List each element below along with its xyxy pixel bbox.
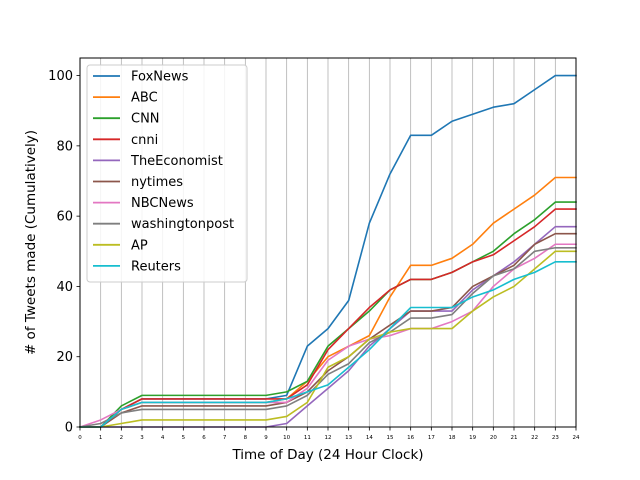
y-tick-label: 0 xyxy=(65,421,73,436)
x-tick-label: 24 xyxy=(573,435,580,441)
x-tick-label: 10 xyxy=(283,435,290,441)
legend-label: Reuters xyxy=(131,259,181,274)
x-tick-label: 19 xyxy=(469,435,476,441)
x-tick-label: 23 xyxy=(552,435,559,441)
legend-label: TheEconomist xyxy=(130,154,223,169)
x-axis-label: Time of Day (24 Hour Clock) xyxy=(231,447,423,463)
x-tick-label: 18 xyxy=(449,435,456,441)
x-tick-label: 9 xyxy=(264,435,268,441)
x-tick-label: 17 xyxy=(428,435,435,441)
y-tick-label: 60 xyxy=(56,210,73,225)
x-tick-label: 11 xyxy=(304,435,311,441)
series-line-reuters xyxy=(79,261,577,428)
x-tick-label: 8 xyxy=(244,435,248,441)
x-tick-label: 0 xyxy=(78,435,82,441)
legend-box xyxy=(86,64,248,283)
y-axis-label: # of Tweets made (Cumulatively) xyxy=(23,130,39,355)
x-tick-label: 4 xyxy=(161,435,165,441)
series-line-cnni xyxy=(79,208,577,428)
legend-label: CNN xyxy=(131,112,160,127)
y-tick-label: 100 xyxy=(48,69,73,84)
legend-label: nytimes xyxy=(131,175,183,190)
x-tick-label: 13 xyxy=(345,435,352,441)
y-tick-label: 20 xyxy=(56,350,73,365)
legend-label: ABC xyxy=(131,91,158,106)
series-line-washingtonpost xyxy=(79,246,577,428)
x-tick-label: 22 xyxy=(531,435,538,441)
x-tick-label: 15 xyxy=(387,435,394,441)
legend-label: washingtonpost xyxy=(131,217,234,232)
x-tick-label: 6 xyxy=(202,435,206,441)
legend-label: AP xyxy=(131,238,148,253)
x-tick-label: 5 xyxy=(182,435,186,441)
x-tick-label: 7 xyxy=(223,435,227,441)
y-tick-label: 80 xyxy=(56,139,73,154)
x-tick-label: 12 xyxy=(325,435,332,441)
series-line-ap xyxy=(79,250,577,428)
series-line-cnn xyxy=(79,201,577,428)
y-axis-ticks: 0 20 40 60 80 100 xyxy=(48,69,80,436)
legend-label: NBCNews xyxy=(131,196,194,211)
x-axis-ticks: 0 1 2 3 4 5 6 7 8 9 10 11 12 13 14 15 16 17 18 19 20 21 22 23 24 xyxy=(78,427,580,441)
x-tick-label: 14 xyxy=(366,435,373,441)
x-tick-label: 16 xyxy=(407,435,414,441)
x-tick-label: 2 xyxy=(120,435,124,441)
legend-label: FoxNews xyxy=(131,70,189,85)
legend: FoxNews ABC CNN cnni TheEconomist nytimes NBCN… xyxy=(86,64,248,283)
x-tick-label: 1 xyxy=(99,435,103,441)
y-tick-label: 40 xyxy=(56,280,73,295)
x-tick-label: 3 xyxy=(140,435,144,441)
x-tick-label: 20 xyxy=(490,435,497,441)
x-tick-label: 21 xyxy=(511,435,518,441)
legend-label: cnni xyxy=(131,133,158,148)
